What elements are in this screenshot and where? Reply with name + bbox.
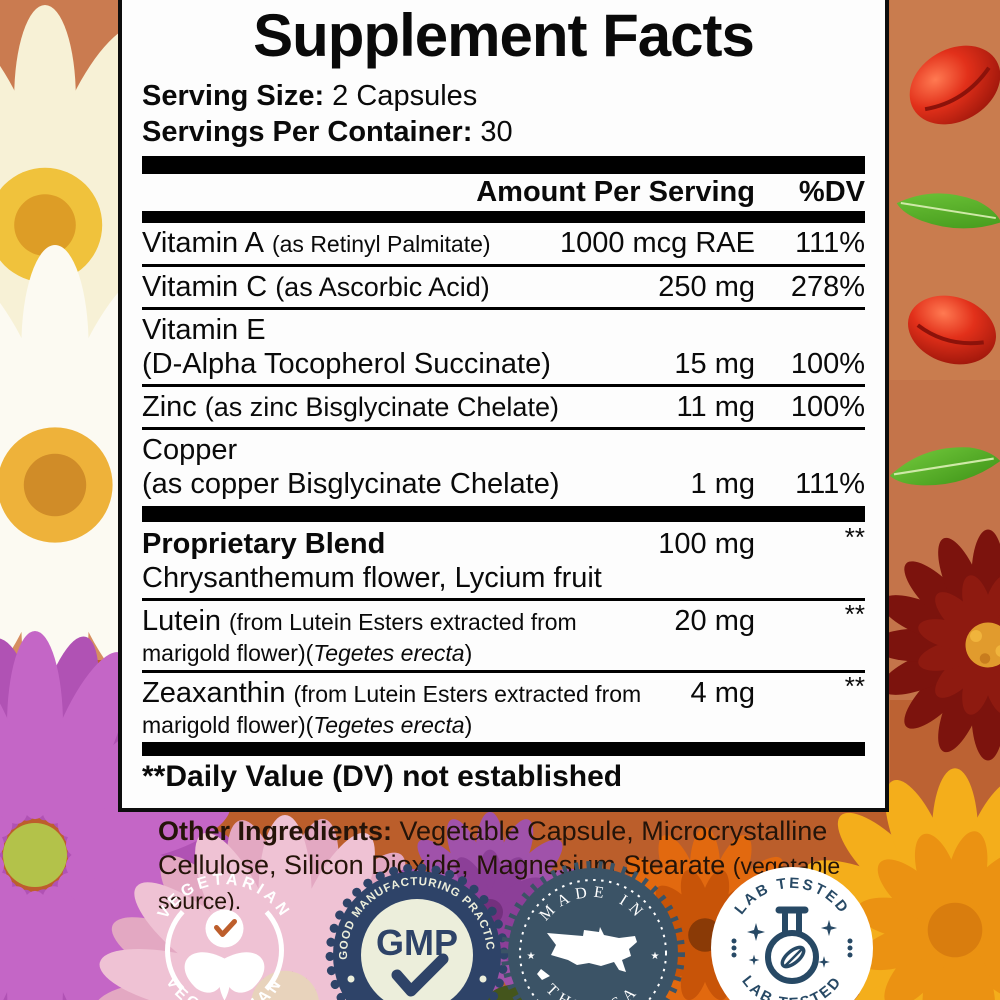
goji-berry <box>909 45 1000 125</box>
nutrient-name: Zeaxanthin <box>142 677 286 709</box>
nutrient-amount: 20 mg <box>674 605 755 637</box>
star-icon: ★ <box>527 951 536 962</box>
sparkle-icons <box>731 919 853 968</box>
nutrient-row-line2: marigold flower)(Tegetes erecta) <box>142 712 473 738</box>
white-daisy-flower <box>0 244 297 725</box>
serving-size-line: Serving Size: 2 Capsules <box>142 78 865 114</box>
nutrient-row-proprietary-blend: Proprietary Blend 100 mg ** Chrysanthemu… <box>142 524 865 601</box>
made-in-usa-badge: MADE IN THE USA ★ ★ <box>501 861 685 1000</box>
nutrient-form-note: (from Lutein Esters extracted from <box>229 609 577 635</box>
nutrient-row-copper: Copper (as copper Bisglycinate Chelate) … <box>142 430 865 504</box>
green-leaf <box>896 193 1000 229</box>
nutrient-form-note: (as Retinyl Palmitate) <box>271 231 491 257</box>
scalloped-edge <box>325 863 509 1000</box>
nutrient-name: Vitamin A <box>142 227 264 259</box>
nutrient-amount: 15 mg <box>674 348 755 380</box>
nutrient-form-note: (as Ascorbic Acid) <box>275 272 490 302</box>
usa-map-icon <box>537 927 637 980</box>
nutrient-amount: 100 mg <box>658 528 755 560</box>
nutrient-row-line2: marigold flower)(Tegetes erecta) <box>142 640 473 666</box>
nutrient-name: Lutein <box>142 605 222 637</box>
dv-column-header: %DV <box>798 176 865 208</box>
nutrient-dv: 100% <box>790 391 865 423</box>
serving-info: Serving Size: 2 Capsules Servings Per Co… <box>142 78 865 150</box>
nutrient-amount: 250 mg <box>658 271 755 303</box>
dotted-ring <box>519 879 667 1000</box>
nutrient-row-vitamin-c: Vitamin C (as Ascorbic Acid) 250 mg 278% <box>142 267 865 310</box>
nutrient-amount: 11 mg <box>676 391 755 423</box>
nutrient-name: Vitamin E <box>142 314 266 346</box>
thick-divider <box>142 742 865 756</box>
nutrient-dv: 100% <box>790 348 865 380</box>
gmp-certified-badge: GOOD MANUFACTURING PRACTICE CERTIFIED GM… <box>325 863 509 1000</box>
nutrient-row-vitamin-e: Vitamin E (D-Alpha Tocopherol Succinate)… <box>142 310 865 387</box>
flask-icon <box>765 906 819 984</box>
star-icon: ★ <box>651 951 660 962</box>
nutrient-row-line2: (D-Alpha Tocopherol Succinate) 15 mg 100… <box>142 347 865 381</box>
nutrient-dv: 111% <box>795 468 865 500</box>
badge-ring <box>165 891 284 1000</box>
side-dot <box>347 975 355 983</box>
nutrient-amount: 1000 mcg RAE <box>559 227 755 259</box>
nutrient-dv: 111% <box>795 227 865 259</box>
panel-title: Supplement Facts <box>253 2 755 69</box>
nutrient-amount: 4 mg <box>690 677 755 709</box>
nutrient-name: Proprietary Blend <box>142 528 386 560</box>
yellow-marigold-flower <box>793 768 1000 1000</box>
dark-red-marigold-flower <box>872 529 1000 761</box>
nutrient-form-note: (D-Alpha Tocopherol Succinate) <box>142 348 551 380</box>
vegetarian-badge: VEGETARIAN VEGETARIAN <box>155 871 290 1000</box>
supplement-facts-panel: Supplement Facts Serving Size: 2 Capsule… <box>118 0 889 812</box>
nutrient-amount: 1 mg <box>690 468 755 500</box>
other-ingredients-note: (vegetable source). <box>158 853 841 914</box>
nutrient-row-zinc: Zinc (as zinc Bisglycinate Chelate) 11 m… <box>142 387 865 430</box>
column-header-row: Amount Per Serving %DV <box>142 174 865 211</box>
botanical-name: Tegetes erecta <box>313 712 465 738</box>
nutrient-row-zeaxanthin: Zeaxanthin (from Lutein Esters extracted… <box>142 673 865 742</box>
goji-berry <box>908 295 996 365</box>
nutrient-name: Vitamin C <box>142 271 268 303</box>
servings-label: Servings Per Container: <box>142 116 473 148</box>
nutrient-dv: ** <box>844 599 865 629</box>
thick-divider <box>142 211 865 223</box>
lab-tested-badge: LAB TESTED LAB TESTED <box>711 867 873 1000</box>
nutrient-dv: ** <box>844 671 865 701</box>
purple-gerbera-flower <box>0 591 282 1000</box>
servings-per-container-line: Servings Per Container: 30 <box>142 114 865 150</box>
other-ingredients-label: Other Ingredients: <box>158 816 393 846</box>
plant-check-icon <box>184 909 265 1000</box>
nutrient-form-note: (as copper Bisglycinate Chelate) <box>142 468 560 500</box>
nutrient-row-line2: (as copper Bisglycinate Chelate) 1 mg 11… <box>142 467 865 501</box>
nutrient-row-lutein: Lutein (from Lutein Esters extracted fro… <box>142 601 865 673</box>
green-leaf <box>889 447 1000 486</box>
badge-inner-disc <box>361 899 473 1000</box>
cream-daisy-flower <box>0 4 267 445</box>
nutrient-form-note: (from Lutein Esters extracted from <box>293 681 642 707</box>
thick-divider <box>142 506 865 522</box>
serving-size-value: 2 Capsules <box>324 80 478 112</box>
nutrient-form-note: (as zinc Bisglycinate Chelate) <box>204 392 559 422</box>
side-dot <box>479 975 487 983</box>
nutrient-name: Zinc <box>142 391 197 423</box>
pink-daisy-flower <box>58 779 512 1000</box>
nutrient-row-vitamin-a: Vitamin A (as Retinyl Palmitate) 1000 mc… <box>142 223 865 267</box>
serving-size-label: Serving Size: <box>142 80 325 112</box>
sunburst-edge <box>501 861 685 1000</box>
amount-column-header: Amount Per Serving <box>476 176 755 208</box>
servings-value: 30 <box>472 116 513 148</box>
nutrient-dv: ** <box>844 522 865 552</box>
daily-value-footnote: **Daily Value (DV) not established <box>142 760 623 793</box>
nutrient-dv: 278% <box>790 271 865 303</box>
nutrient-name: Copper <box>142 434 238 466</box>
thick-divider <box>142 156 865 174</box>
botanical-name: Tegetes erecta <box>313 640 465 666</box>
blend-ingredients: Chrysanthemum flower, Lycium fruit <box>142 562 602 594</box>
checkmark-icon <box>391 953 449 997</box>
